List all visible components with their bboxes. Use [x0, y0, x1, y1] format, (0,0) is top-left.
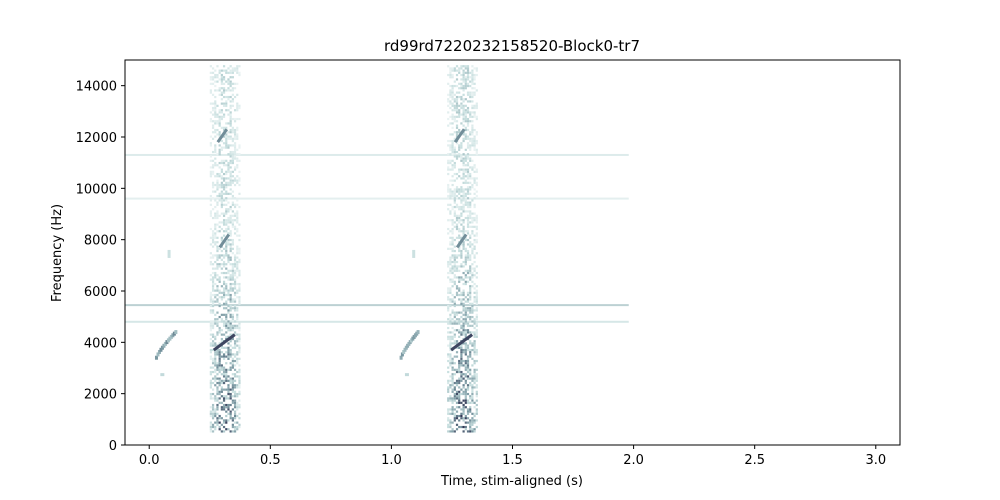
y-tick-label: 0: [109, 439, 117, 454]
x-tick-label: 0.5: [260, 453, 281, 468]
y-axis-label: Frequency (Hz): [50, 204, 65, 302]
chart-title: rd99rd7220232158520-Block0-tr7: [384, 37, 640, 55]
x-tick-label: 0.0: [139, 453, 160, 468]
x-axis-label: Time, stim-aligned (s): [440, 474, 583, 489]
y-tick-label: 12000: [76, 131, 117, 146]
y-tick-label: 10000: [76, 182, 117, 197]
chirp: [154, 249, 178, 377]
x-axis: 0.0 0.5 1.0 1.5 2.0 2.5 3.0: [139, 445, 886, 468]
noise-band: [125, 304, 629, 307]
vocalization: [209, 65, 241, 433]
harmonic-streak: [216, 128, 229, 143]
spectrogram-layer: [125, 65, 629, 433]
y-axis: 0 2000 4000 6000 8000 10000 12000 14000: [76, 80, 125, 454]
y-tick-label: 8000: [84, 234, 117, 249]
plot-area: [125, 60, 900, 445]
y-tick-label: 2000: [84, 388, 117, 403]
harmonic-streak: [455, 233, 468, 249]
x-tick-label: 2.0: [623, 453, 644, 468]
harmonic-streak: [453, 128, 466, 143]
y-tick-label: 6000: [84, 285, 117, 300]
x-tick-label: 1.5: [502, 453, 523, 468]
noise-band: [125, 153, 629, 156]
noise-band: [125, 320, 629, 323]
vocalization: [447, 65, 478, 433]
harmonic-streak: [218, 233, 231, 249]
harmonic-streak: [212, 333, 236, 352]
harmonic-streak: [450, 333, 474, 352]
noise-band: [125, 197, 629, 200]
chirp: [399, 249, 420, 377]
x-tick-label: 2.5: [744, 453, 765, 468]
y-tick-label: 4000: [84, 336, 117, 351]
x-tick-label: 3.0: [865, 453, 886, 468]
x-tick-label: 1.0: [381, 453, 402, 468]
y-tick-label: 14000: [76, 80, 117, 95]
